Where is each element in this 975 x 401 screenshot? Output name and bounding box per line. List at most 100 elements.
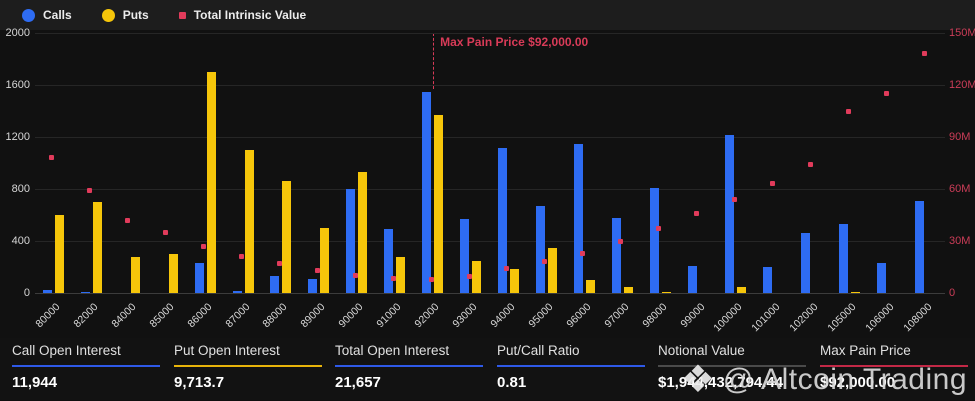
total-intrinsic-value-point[interactable] xyxy=(504,266,510,272)
total-intrinsic-value-legend-marker-icon xyxy=(178,11,186,19)
put-bar[interactable] xyxy=(509,268,519,293)
total-intrinsic-value-point[interactable] xyxy=(352,273,358,279)
x-axis-baseline xyxy=(35,293,945,294)
total-intrinsic-value-point[interactable] xyxy=(580,250,586,256)
total-intrinsic-value-point[interactable] xyxy=(428,276,434,282)
call-bar[interactable] xyxy=(497,148,507,293)
put-bar[interactable] xyxy=(320,228,330,293)
legend-item-total-intrinsic-value[interactable]: Total Intrinsic Value xyxy=(178,8,306,22)
call-bar[interactable] xyxy=(573,143,583,293)
put-bar[interactable] xyxy=(282,181,292,293)
total-intrinsic-value-point[interactable] xyxy=(542,259,548,265)
gridline xyxy=(35,241,945,242)
call-bar[interactable] xyxy=(725,135,735,293)
total-intrinsic-value-point[interactable] xyxy=(314,267,320,273)
gridline xyxy=(35,137,945,138)
total-intrinsic-value-point[interactable] xyxy=(845,108,851,114)
call-bar[interactable] xyxy=(460,218,470,293)
put-bar[interactable] xyxy=(168,254,178,293)
x-axis-label: 85000 xyxy=(147,301,177,331)
stat-underline xyxy=(820,365,968,367)
legend-item-calls[interactable]: Calls xyxy=(22,8,72,22)
call-bar[interactable] xyxy=(232,291,242,293)
total-intrinsic-value-point[interactable] xyxy=(921,51,927,57)
total-intrinsic-value-point[interactable] xyxy=(731,196,737,202)
right-axis-tick-label: 60M xyxy=(949,183,971,195)
put-bar[interactable] xyxy=(358,172,368,293)
left-axis-tick-label: 1600 xyxy=(5,79,30,91)
legend-item-puts[interactable]: Puts xyxy=(101,8,149,22)
x-axis-label: 95000 xyxy=(526,301,556,331)
stat-max-pain-price: Max Pain Price $92,000.00 xyxy=(820,343,968,391)
put-bar[interactable] xyxy=(92,202,102,293)
total-intrinsic-value-point[interactable] xyxy=(276,261,282,267)
total-intrinsic-value-point[interactable] xyxy=(769,181,775,187)
total-intrinsic-value-point[interactable] xyxy=(694,210,700,216)
call-bar[interactable] xyxy=(687,266,697,293)
total-intrinsic-value-point[interactable] xyxy=(390,275,396,281)
call-bar[interactable] xyxy=(42,290,52,293)
x-axis-label: 80000 xyxy=(33,301,63,331)
put-bar[interactable] xyxy=(585,280,595,293)
x-axis-label: 89000 xyxy=(298,301,328,331)
stat-label: Call Open Interest xyxy=(12,343,121,358)
stat-notional-value: Notional Value $1,944,432,794.44 xyxy=(658,343,806,391)
total-intrinsic-value-point[interactable] xyxy=(201,243,207,249)
call-bar[interactable] xyxy=(194,263,204,293)
stat-label: Put Open Interest xyxy=(174,343,280,358)
call-bar[interactable] xyxy=(80,292,90,293)
put-bar[interactable] xyxy=(472,261,482,293)
call-bar[interactable] xyxy=(801,233,811,293)
put-bar[interactable] xyxy=(54,215,64,293)
stat-value: 0.81 xyxy=(497,374,527,391)
total-intrinsic-value-point[interactable] xyxy=(883,91,889,97)
call-bar[interactable] xyxy=(649,188,659,293)
call-bar[interactable] xyxy=(422,91,432,293)
call-bar[interactable] xyxy=(346,189,356,293)
call-bar[interactable] xyxy=(915,201,925,293)
call-bar[interactable] xyxy=(535,205,545,293)
x-axis-label: 93000 xyxy=(450,301,480,331)
put-bar[interactable] xyxy=(396,256,406,293)
total-intrinsic-value-point[interactable] xyxy=(239,254,245,260)
total-intrinsic-value-point[interactable] xyxy=(49,155,55,161)
call-bar[interactable] xyxy=(611,217,621,293)
put-bar[interactable] xyxy=(851,291,861,293)
x-axis-label: 108000 xyxy=(901,301,935,335)
x-axis-label: 94000 xyxy=(488,301,518,331)
call-bar[interactable] xyxy=(877,263,887,293)
put-bar[interactable] xyxy=(737,287,747,293)
put-bar[interactable] xyxy=(434,114,444,293)
stat-total-open-interest: Total Open Interest 21,657 xyxy=(335,343,483,391)
call-bar[interactable] xyxy=(763,267,773,293)
stat-underline xyxy=(658,365,806,367)
total-intrinsic-value-point[interactable] xyxy=(807,162,813,168)
stat-label: Max Pain Price xyxy=(820,343,911,358)
total-intrinsic-value-point[interactable] xyxy=(163,229,169,235)
put-bar[interactable] xyxy=(623,286,633,293)
x-axis-label: 96000 xyxy=(564,301,594,331)
total-intrinsic-value-point[interactable] xyxy=(466,274,472,280)
left-axis-tick-label: 0 xyxy=(23,287,30,299)
put-bar[interactable] xyxy=(661,291,671,293)
call-bar[interactable] xyxy=(839,224,849,293)
total-intrinsic-value-point[interactable] xyxy=(656,226,662,232)
call-bar[interactable] xyxy=(308,278,318,293)
left-axis-tick-label: 1200 xyxy=(5,131,30,143)
total-intrinsic-value-point[interactable] xyxy=(125,217,131,223)
x-axis-label: 99000 xyxy=(677,301,708,331)
put-bar[interactable] xyxy=(547,247,557,293)
put-bar[interactable] xyxy=(206,72,216,293)
stat-call-open-interest: Call Open Interest 11,944 xyxy=(12,343,160,391)
call-bar[interactable] xyxy=(270,276,280,293)
put-bar[interactable] xyxy=(130,256,140,293)
x-axis-label: 105000 xyxy=(825,301,859,335)
gridline xyxy=(35,33,945,34)
put-bar[interactable] xyxy=(244,150,254,293)
x-axis-label: 82000 xyxy=(71,301,101,331)
call-bar[interactable] xyxy=(384,229,394,293)
x-axis-label: 92000 xyxy=(412,301,442,331)
total-intrinsic-value-point[interactable] xyxy=(87,188,93,194)
x-axis-label: 100000 xyxy=(711,301,745,335)
total-intrinsic-value-point[interactable] xyxy=(618,238,624,244)
